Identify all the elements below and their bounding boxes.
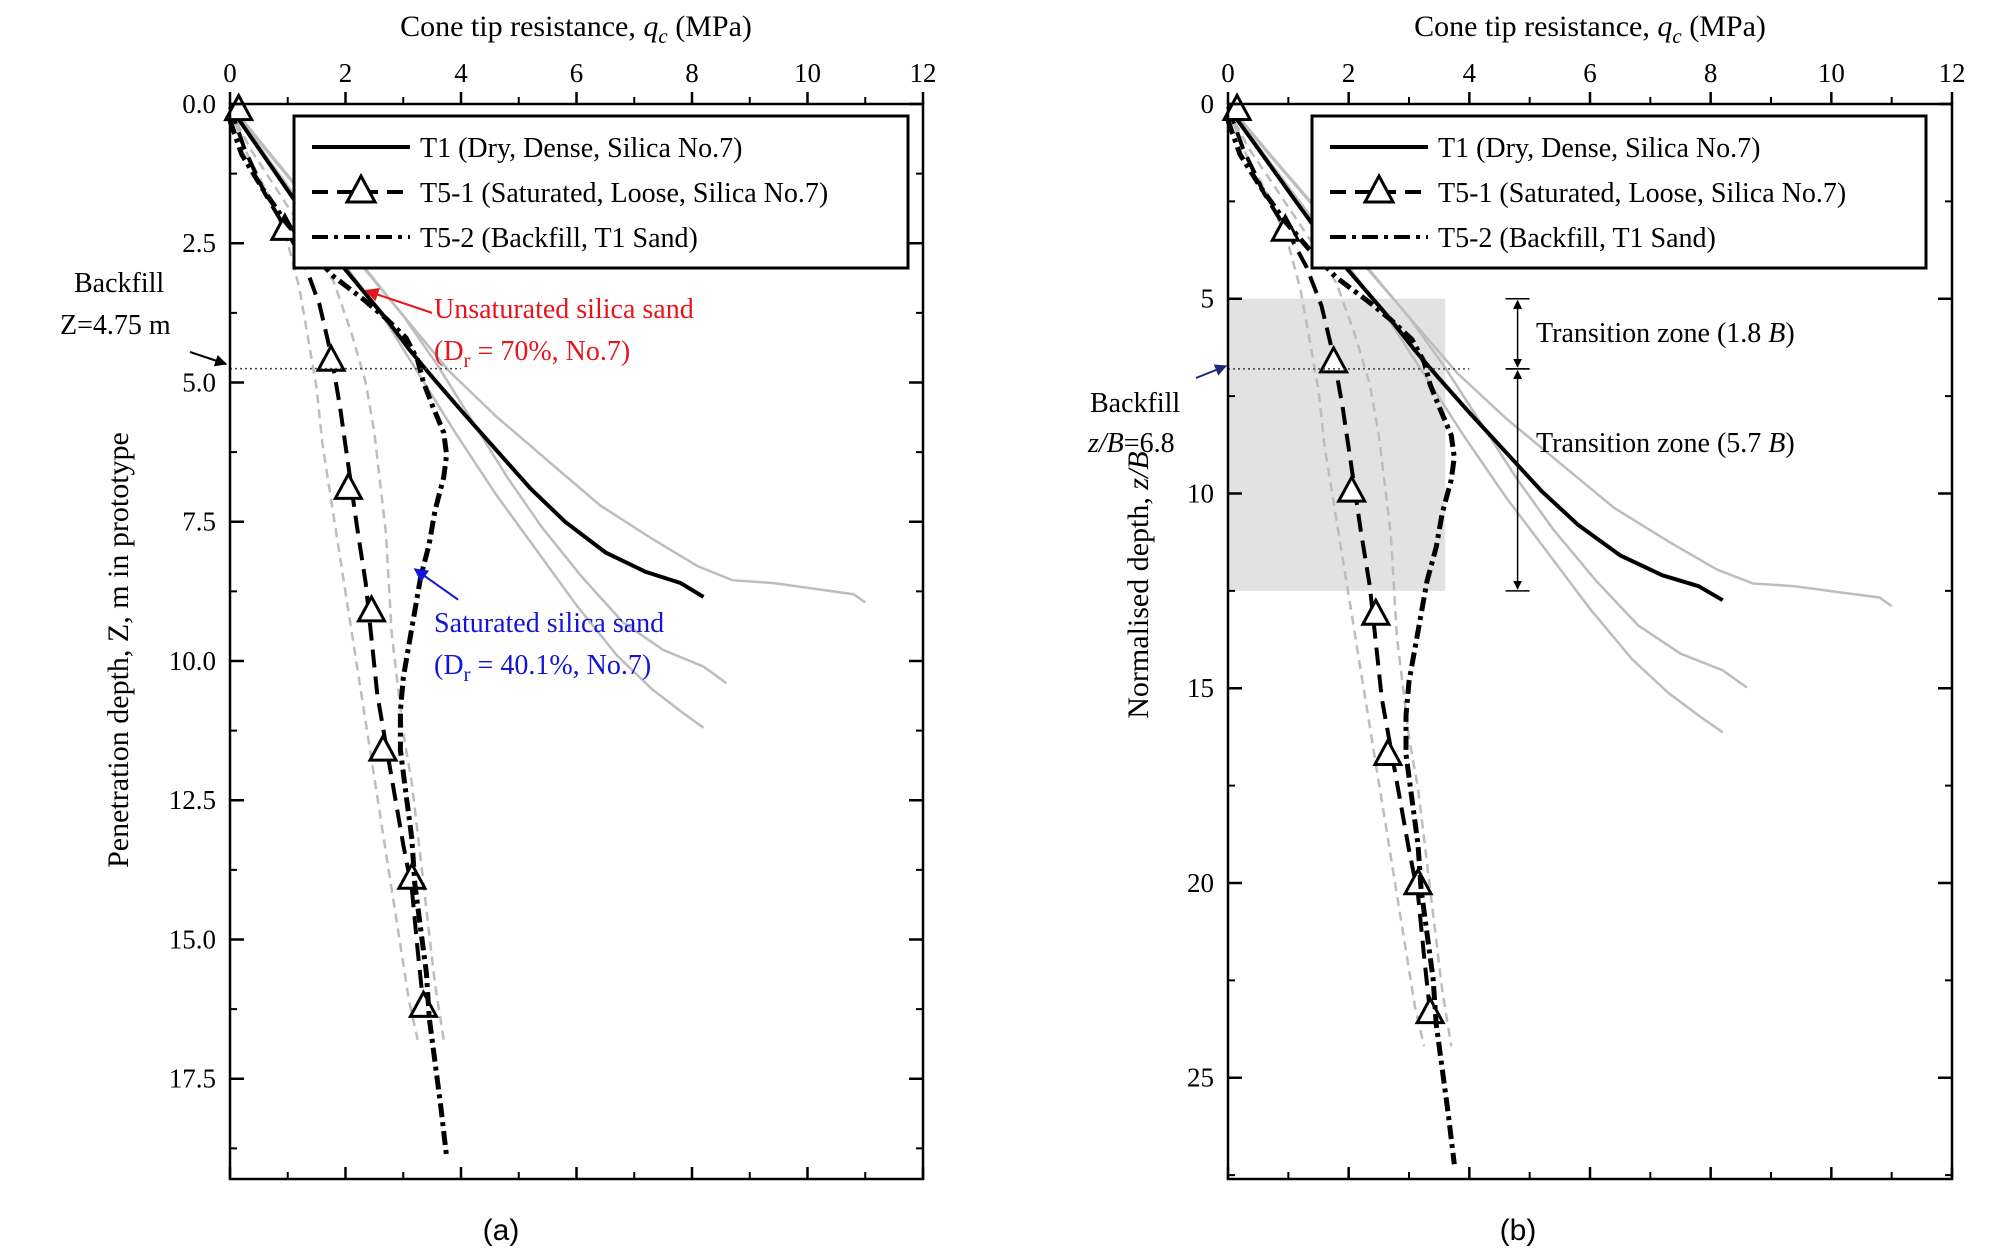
panel-label-a: (a): [483, 1214, 520, 1247]
triangle-marker-b-1: [1221, 92, 1253, 121]
y-tick-label: 15: [1187, 673, 1214, 703]
chart-panel-a: 0 2 4 6 8 10 12 0.0 2.5 5.0 7.5 10.0 12.5 15.0 17.5 Co…: [60, 10, 937, 1247]
triangle-marker-b-6: [1372, 737, 1404, 766]
triangle-marker-a-1: [223, 92, 255, 122]
shaded-zone-b: [1228, 298, 1446, 591]
y-tick-label: 0.0: [182, 89, 216, 119]
series-line-a-3: [227, 119, 450, 1157]
triangle-marker-b-7: [1402, 866, 1434, 896]
backfill-label-b-line2: z/B=6.8: [1087, 428, 1175, 459]
backfill-arrow-b: [1195, 364, 1228, 379]
x-tick-label: 4: [1463, 58, 1477, 88]
x-tick-label: 12: [910, 58, 937, 88]
triangle-marker-b-4: [1336, 474, 1368, 503]
x-tick-label: 6: [570, 58, 584, 88]
backfill-label-b-line1: Backfill: [1090, 388, 1180, 419]
ticks-b: 0 2 4 6 8 10 12 0 5 10 15 20 25: [1187, 58, 1966, 1179]
triangle-marker-b-3: [1318, 344, 1350, 374]
unsaturated-arrow: [364, 287, 433, 314]
x-axis-title-b: Cone tip resistance, qc (MPa): [1414, 10, 1766, 48]
legend-marker-t51-a: [344, 172, 378, 204]
legend-label-t1-b: T1 (Dry, Dense, Silica No.7): [1438, 133, 1760, 164]
unsaturated-label-line1: Unsaturated silica sand: [434, 294, 694, 325]
legend-label-t1-a: T1 (Dry, Dense, Silica No.7): [420, 133, 742, 164]
triangle-marker-a-6: [367, 732, 399, 762]
legend-marker-t51-b: [1362, 172, 1396, 204]
triangle-marker-a-7: [396, 861, 428, 890]
legend-label-t52-b: T5-2 (Backfill, T1 Sand): [1438, 223, 1716, 254]
legend-a: T1 (Dry, Dense, Silica No.7) T5-1 (Satur…: [292, 114, 910, 270]
chart-panel-b: 0 2 4 6 8 10 12 0 5 10 15 20 25 Cone tip resistance,…: [1087, 10, 1966, 1247]
y-axis-title-b: Normalised depth, z/B: [1122, 451, 1155, 718]
y-tick-label: 25: [1187, 1063, 1214, 1093]
y-tick-label: 20: [1187, 868, 1214, 898]
y-tick-label: 5.0: [182, 367, 216, 397]
series-lines-b: [1221, 92, 1724, 1165]
x-tick-label: 8: [1704, 58, 1718, 88]
y-tick-label: 5: [1201, 284, 1215, 314]
y-tick-label: 12.5: [169, 785, 216, 815]
transition-zone-1-label: Transition zone (1.8 B): [1536, 318, 1795, 349]
x-tick-label: 0: [223, 58, 237, 88]
x-tick-label: 8: [685, 58, 699, 88]
x-tick-label: 2: [339, 58, 353, 88]
series-line-b-3: [1225, 119, 1457, 1165]
y-tick-label: 2.5: [182, 228, 216, 258]
triangle-marker-a-3: [315, 343, 347, 372]
triangle-marker-b-2: [1269, 213, 1301, 242]
ticks-a: 0 2 4 6 8 10 12 0.0 2.5 5.0 7.5 10.0 12.5 15.0 17.5: [169, 58, 937, 1179]
transition-zone-2-label: Transition zone (5.7 B): [1536, 428, 1795, 459]
backfill-label-a-line1: Backfill: [74, 268, 164, 299]
saturated-label-line2: (Dr = 40.1%, No.7): [434, 650, 651, 686]
y-tick-label: 10.0: [169, 646, 216, 676]
saturated-arrow: [413, 568, 459, 601]
y-tick-label: 17.5: [169, 1064, 216, 1094]
reference-curve-dashed-b-1: [1226, 109, 1426, 1047]
x-tick-label: 0: [1221, 58, 1235, 88]
x-tick-label: 2: [1342, 58, 1356, 88]
x-tick-label: 10: [1818, 58, 1845, 88]
x-tick-label: 10: [794, 58, 821, 88]
y-tick-label: 0: [1201, 89, 1215, 119]
legend-label-t51-b: T5-1 (Saturated, Loose, Silica No.7): [1438, 178, 1846, 209]
y-tick-label: 10: [1187, 478, 1214, 508]
triangle-marker-a-4: [332, 471, 364, 500]
legend-b: T1 (Dry, Dense, Silica No.7) T5-1 (Satur…: [1310, 114, 1928, 270]
triangle-marker-a-5: [355, 593, 388, 623]
reference-curve-dashed-a-1: [228, 109, 419, 1041]
backfill-arrow-a: [189, 351, 228, 367]
x-tick-label: 6: [1583, 58, 1597, 88]
legend-label-t51-a: T5-1 (Saturated, Loose, Silica No.7): [420, 178, 828, 209]
triangle-marker-b-5: [1360, 597, 1392, 626]
x-tick-label: 4: [454, 58, 468, 88]
triangle-marker-a-8: [407, 989, 439, 1018]
y-tick-label: 15.0: [169, 924, 216, 954]
legend-label-t52-a: T5-2 (Backfill, T1 Sand): [420, 223, 698, 254]
backfill-label-a-line2: Z=4.75 m: [60, 310, 171, 341]
series-lines-a: [223, 92, 705, 1157]
panel-label-b: (b): [1500, 1214, 1537, 1247]
x-axis-title-a: Cone tip resistance, qc (MPa): [400, 10, 752, 48]
transition-zone-brackets: [1505, 297, 1530, 592]
y-tick-label: 7.5: [182, 507, 216, 537]
transition-shaded-zone: [1228, 298, 1446, 591]
unsaturated-label-line2: (Dr = 70%, No.7): [434, 336, 630, 372]
triangle-marker-b-8: [1414, 995, 1446, 1025]
y-axis-title-a: Penetration depth, Z, m in prototype: [102, 432, 135, 868]
saturated-label-line1: Saturated silica sand: [434, 608, 664, 639]
x-tick-label: 12: [1939, 58, 1966, 88]
reference-curve-dashed-b-2: [1226, 108, 1453, 1047]
